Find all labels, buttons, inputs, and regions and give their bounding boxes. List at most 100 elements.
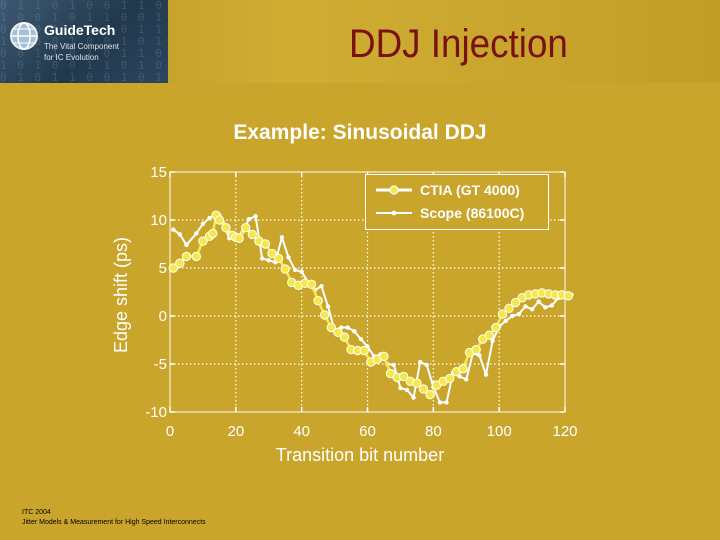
data-point-scope	[444, 400, 449, 405]
data-point-scope	[253, 213, 258, 219]
data-point-scope	[266, 258, 271, 263]
data-point-ctia	[221, 222, 231, 233]
legend-marker-ctia	[376, 185, 412, 195]
x-tick-label: 60	[359, 423, 376, 440]
data-point-scope	[398, 385, 403, 391]
footer-talk-title: Jitter Models & Measurement for High Spe…	[22, 519, 206, 526]
data-point-ctia	[306, 279, 317, 290]
data-point-scope	[177, 232, 183, 237]
y-tick-label: -5	[154, 356, 167, 373]
header-bar: 0 1 1 0 1 0 0 1 1 0 1 1 0 0 1 0 1 1 0 0 …	[0, 0, 720, 83]
data-point-scope	[464, 377, 469, 382]
data-point-ctia	[326, 322, 336, 333]
data-point-scope	[352, 329, 357, 334]
data-point-ctia	[273, 253, 284, 264]
data-point-scope	[510, 313, 515, 319]
data-point-ctia	[191, 251, 202, 262]
data-point-scope	[345, 325, 350, 330]
x-tick-label: 40	[293, 423, 310, 440]
data-point-ctia	[471, 344, 481, 355]
data-point-ctia	[247, 229, 257, 240]
data-point-scope	[299, 269, 304, 275]
data-point-ctia	[320, 310, 330, 320]
x-tick-label: 120	[552, 423, 577, 440]
data-point-ctia	[241, 222, 251, 233]
logo-tagline-1: The Vital Component	[44, 42, 120, 51]
data-point-scope	[417, 359, 423, 365]
data-point-ctia	[260, 239, 271, 249]
data-point-ctia	[497, 309, 508, 319]
data-point-scope	[516, 311, 522, 317]
legend-marker-scope	[376, 210, 412, 216]
x-tick-label: 0	[166, 423, 174, 440]
legend-item-ctia: CTIA (GT 4000)	[374, 181, 549, 201]
data-point-scope	[523, 304, 528, 309]
data-point-ctia	[399, 371, 409, 382]
data-point-ctia	[168, 263, 178, 273]
data-point-scope	[437, 400, 443, 405]
data-point-scope	[194, 231, 199, 236]
data-point-ctia	[198, 236, 208, 246]
data-point-scope	[529, 307, 535, 312]
data-point-scope	[483, 372, 489, 377]
y-axis-label: Edge shift (ps)	[111, 237, 131, 353]
x-axis-label: Transition bit number	[276, 445, 444, 465]
data-point-ctia	[425, 390, 435, 400]
data-point-scope	[200, 221, 206, 227]
data-point-ctia	[504, 303, 514, 314]
data-point-ctia	[214, 215, 225, 225]
data-point-ctia	[339, 332, 350, 342]
data-point-ctia	[418, 384, 429, 394]
data-point-scope	[536, 299, 541, 304]
data-point-scope	[404, 387, 410, 393]
data-point-scope	[279, 235, 285, 240]
data-point-scope	[171, 227, 176, 232]
data-point-ctia	[563, 291, 573, 301]
x-tick-label: 80	[425, 423, 442, 440]
data-point-scope	[286, 255, 291, 260]
y-tick-label: 15	[150, 164, 167, 181]
data-point-scope	[184, 242, 189, 248]
footer-conference: ITC 2004	[22, 509, 51, 516]
data-point-scope	[325, 304, 331, 309]
chart-legend: CTIA (GT 4000) Scope (86100C)	[365, 174, 549, 230]
data-point-ctia	[458, 364, 468, 374]
legend-label-ctia: CTIA (GT 4000)	[420, 182, 520, 198]
data-point-ctia	[267, 248, 277, 259]
data-point-ctia	[280, 264, 290, 274]
data-point-scope	[207, 215, 212, 221]
data-point-scope	[292, 267, 298, 273]
data-point-ctia	[175, 258, 185, 268]
x-tick-label: 100	[487, 423, 512, 440]
data-point-ctia	[333, 327, 343, 338]
logo-tagline-2: for IC Evolution	[44, 53, 99, 62]
y-tick-label: 0	[159, 308, 167, 325]
data-point-scope	[424, 362, 429, 368]
y-tick-label: 5	[159, 260, 167, 277]
data-point-scope	[549, 303, 555, 308]
data-point-ctia	[445, 373, 455, 384]
legend-label-scope: Scope (86100C)	[420, 205, 525, 221]
data-point-scope	[391, 362, 397, 368]
data-point-ctia	[234, 233, 244, 243]
data-point-ctia	[379, 351, 389, 362]
legend-item-scope: Scope (86100C)	[374, 204, 549, 224]
series-layer	[168, 210, 574, 405]
data-point-scope	[358, 336, 364, 342]
x-tick-label: 20	[227, 423, 244, 440]
data-point-scope	[259, 256, 265, 261]
data-point-scope	[411, 395, 416, 400]
tick-labels: 0 20 40 60 80 100 120 15 10 5 0 -5 -10	[145, 164, 577, 440]
data-point-scope	[503, 318, 508, 323]
data-point-ctia	[208, 228, 218, 239]
data-point-scope	[543, 305, 548, 310]
data-point-ctia	[359, 345, 369, 356]
data-point-ctia	[484, 330, 494, 340]
data-point-ctia	[181, 251, 192, 262]
chart-title: Example: Sinusoidal DDJ	[233, 121, 487, 144]
data-point-scope	[246, 216, 252, 222]
y-tick-label: 10	[150, 212, 167, 229]
logo-name: GuideTech	[44, 22, 116, 38]
data-point-scope	[490, 338, 495, 344]
company-logo: 0 1 1 0 1 0 0 1 1 0 1 1 0 0 1 0 1 1 0 0 …	[0, 0, 168, 83]
